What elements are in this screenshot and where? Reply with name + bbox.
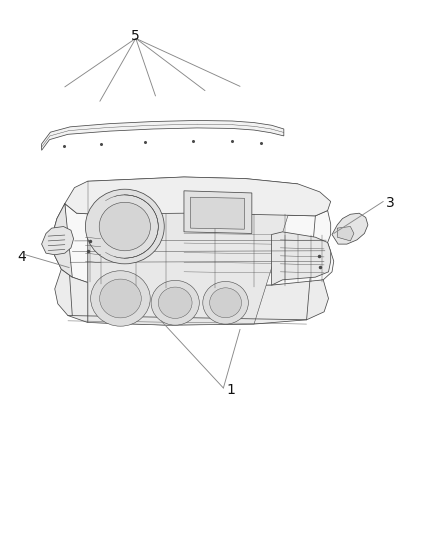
- Polygon shape: [42, 120, 284, 150]
- Polygon shape: [55, 269, 328, 325]
- Polygon shape: [191, 197, 244, 229]
- Polygon shape: [52, 204, 72, 277]
- Ellipse shape: [159, 287, 192, 318]
- Text: 3: 3: [385, 196, 394, 209]
- Polygon shape: [337, 227, 354, 241]
- Polygon shape: [65, 177, 331, 216]
- Text: 4: 4: [18, 250, 26, 264]
- Ellipse shape: [85, 189, 164, 264]
- Polygon shape: [52, 204, 334, 287]
- Polygon shape: [88, 177, 298, 325]
- Polygon shape: [184, 191, 252, 233]
- Polygon shape: [332, 213, 368, 244]
- Text: 5: 5: [131, 29, 139, 43]
- Polygon shape: [272, 232, 331, 285]
- Ellipse shape: [99, 203, 150, 251]
- Polygon shape: [42, 227, 74, 255]
- Ellipse shape: [210, 288, 241, 318]
- Ellipse shape: [99, 279, 141, 318]
- Text: 1: 1: [227, 383, 236, 397]
- Ellipse shape: [203, 281, 248, 324]
- Ellipse shape: [151, 280, 199, 325]
- Ellipse shape: [91, 271, 150, 326]
